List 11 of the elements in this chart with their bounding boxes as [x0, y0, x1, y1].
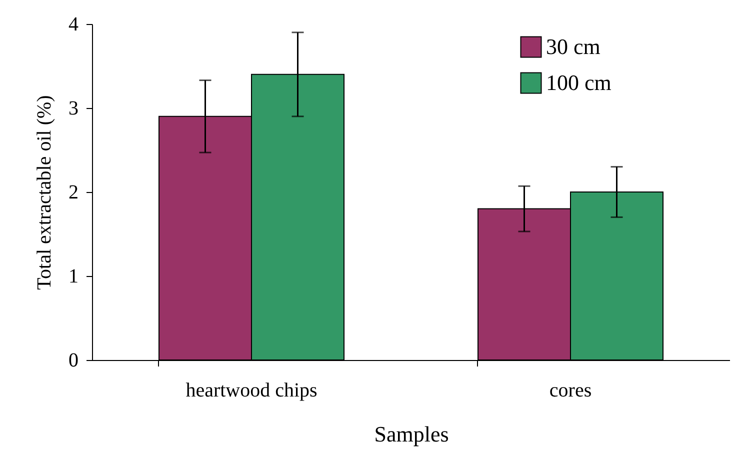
- y-tick-label: 4: [68, 14, 78, 36]
- x-tick-label: cores: [549, 380, 592, 402]
- y-axis-title: Total extractable oil (%): [34, 95, 56, 290]
- y-tick-label: 1: [68, 266, 78, 288]
- legend-label: 100 cm: [546, 70, 612, 95]
- y-tick-label: 0: [68, 350, 78, 372]
- y-tick-label: 3: [68, 98, 78, 120]
- y-tick-label: 2: [68, 182, 78, 204]
- legend-label: 30 cm: [546, 34, 600, 59]
- x-tick-label: heartwood chips: [186, 380, 318, 402]
- x-axis-title: Samples: [374, 422, 449, 446]
